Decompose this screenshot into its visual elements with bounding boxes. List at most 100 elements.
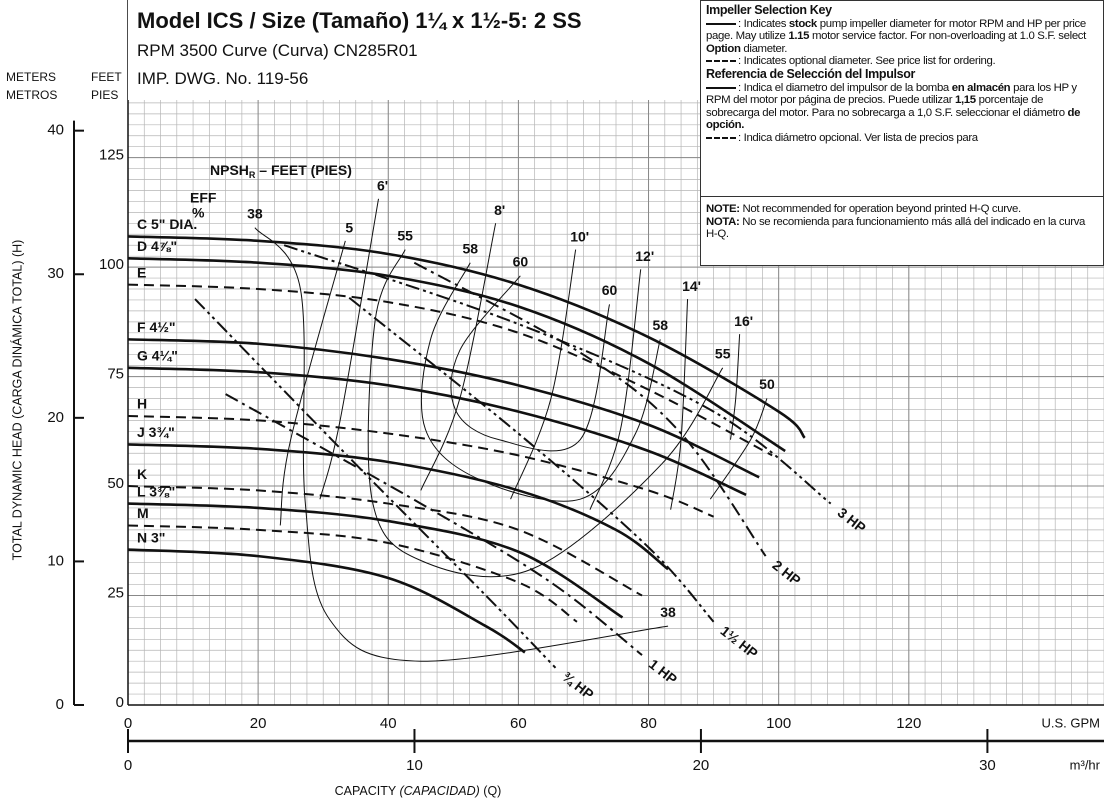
y-tick-label: 75	[107, 366, 124, 383]
x-tick-label: 20	[250, 715, 267, 732]
line-symbol	[706, 60, 736, 63]
key-paragraph: NOTA: No se recomienda para funcionamien…	[706, 216, 1098, 241]
npsh-title-sub: R	[249, 170, 256, 180]
efficiency-label: 50	[759, 376, 775, 392]
npsh-title: NPSHR – FEET (PIES)	[210, 162, 352, 181]
key-text: 1.15	[788, 30, 810, 43]
efficiency-label: 38	[660, 604, 676, 620]
key-paragraph: : Indicates stock pump impeller diameter…	[706, 18, 1098, 56]
y2-tick-label: 30	[47, 265, 64, 282]
x2-tick-label: 20	[693, 757, 710, 774]
efficiency-curve	[709, 398, 768, 500]
key-text: Impeller Selection Key	[706, 3, 832, 17]
impeller-label: G 4¼"	[137, 348, 178, 364]
key-text: de opción.	[706, 106, 1081, 132]
impeller-label: N 3"	[137, 529, 165, 545]
x2-tick-label: 30	[979, 757, 996, 774]
x-tick-label: 100	[766, 715, 791, 732]
key-paragraph: NOTE: Not recommended for operation beyo…	[706, 203, 1098, 216]
x-axis-label-part: (CAPACIDAD)	[399, 784, 479, 798]
key-paragraph: Referencia de Selección del Impulsor	[706, 68, 1098, 82]
hp-line	[225, 393, 643, 656]
impeller-curve	[127, 548, 526, 654]
subtitle: IMP. DWG. No. 119-56	[137, 69, 309, 88]
npsh-label: 6'	[377, 178, 388, 194]
key-paragraph: : Indica el diametro del impulsor de la …	[706, 82, 1098, 132]
key-text: Referencia de Selección del Impulsor	[706, 66, 916, 81]
key-text: : Indica el diametro del impulsor de la …	[738, 81, 952, 94]
key-paragraph: Impeller Selection Key	[706, 4, 1098, 18]
y-unit: PIES	[91, 88, 118, 102]
efficiency-curve	[254, 227, 669, 662]
subtitle: RPM 3500 Curve (Curva) CN285R01	[137, 41, 418, 60]
efficiency-label: 38	[247, 205, 263, 221]
y-tick-label: 125	[99, 147, 124, 164]
efficiency-curve	[367, 249, 724, 578]
impeller-label: M	[137, 505, 149, 521]
impeller-curve	[127, 283, 773, 457]
x2-unit: m³/hr	[1070, 757, 1101, 772]
impeller-label: D 4⅞"	[137, 238, 177, 254]
key-paragraph: : Indica diámetro opcional. Ver lista de…	[706, 132, 1098, 145]
npsh-curve	[510, 249, 577, 500]
npsh-title-part: NPSH	[210, 162, 249, 178]
impeller-label: K	[137, 466, 147, 482]
x-tick-label: 0	[124, 715, 132, 732]
line-symbol	[706, 22, 736, 25]
x2-tick-label: 0	[124, 757, 132, 774]
impeller-label: C 5" DIA.	[137, 216, 197, 232]
x-axis-label-part: (Q)	[480, 784, 502, 798]
key-text: diameter.	[740, 42, 788, 55]
efficiency-label: 55	[715, 346, 731, 362]
impeller-curve	[127, 414, 714, 518]
y-tick-label: 50	[107, 475, 124, 492]
impeller-curve	[127, 235, 806, 439]
key-text: NOTA:	[706, 215, 740, 228]
y2-tick-label: 40	[47, 122, 64, 139]
key-text: : Indica diámetro opcional. Ver lista de…	[738, 131, 978, 144]
impeller-curve	[127, 485, 643, 597]
impeller-curve	[127, 443, 669, 571]
eff-title: EFF	[190, 190, 217, 206]
impeller-label: L 3⅜"	[137, 483, 175, 499]
x2-tick-label: 10	[406, 757, 423, 774]
y-tick-label: 0	[116, 694, 124, 711]
x-tick-label: 80	[640, 715, 657, 732]
y2-unit: METERS	[6, 70, 56, 84]
x-unit: U.S. GPM	[1041, 715, 1100, 730]
efficiency-curve	[420, 262, 661, 502]
npsh-label: 8'	[494, 202, 505, 218]
impeller-curve	[127, 524, 578, 623]
y-unit: FEET	[91, 70, 122, 84]
npsh-curve	[670, 299, 689, 510]
x-tick-label: 60	[510, 715, 527, 732]
npsh-curve	[319, 198, 379, 500]
y2-unit: METROS	[6, 88, 57, 102]
npsh-curve	[279, 240, 346, 526]
hp-line	[413, 261, 767, 557]
line-symbol	[706, 136, 736, 139]
x-tick-label: 120	[896, 715, 921, 732]
key-text: : Indicates optional diameter. See price…	[738, 55, 996, 68]
key-text: stock	[788, 17, 817, 30]
key-text: para los HP y RPM del motor por página d…	[706, 81, 1077, 107]
npsh-label: 10'	[570, 228, 589, 244]
npsh-label: 5	[345, 220, 353, 236]
x-axis-label: CAPACITY (CAPACIDAD) (Q)	[335, 784, 502, 798]
hp-label: 3 HP	[835, 504, 869, 536]
y2-tick-label: 20	[47, 409, 64, 426]
key-text: NOTE:	[706, 203, 740, 215]
note-box: NOTE: Not recommended for operation beyo…	[700, 196, 1104, 266]
key-text: Option	[706, 42, 741, 55]
key-text: : Indicates	[738, 17, 789, 30]
key-text: Not recommended for operation beyond pri…	[739, 203, 1022, 215]
eff-unit: %	[192, 205, 205, 221]
y-axis-label: TOTAL DYNAMIC HEAD (CARGA DINÁMICA TOTAL…	[9, 240, 24, 561]
y2-tick-label: 0	[56, 696, 64, 713]
x-axis-label-part: CAPACITY	[335, 784, 400, 798]
impeller-label: F 4½"	[137, 319, 176, 335]
npsh-label: 14'	[682, 278, 701, 294]
key-text: porcentaje de sobrecarga del motor. Para…	[706, 94, 1068, 119]
impeller-curve	[127, 366, 747, 497]
key-box: Impeller Selection Key: Indicates stock …	[700, 0, 1104, 197]
